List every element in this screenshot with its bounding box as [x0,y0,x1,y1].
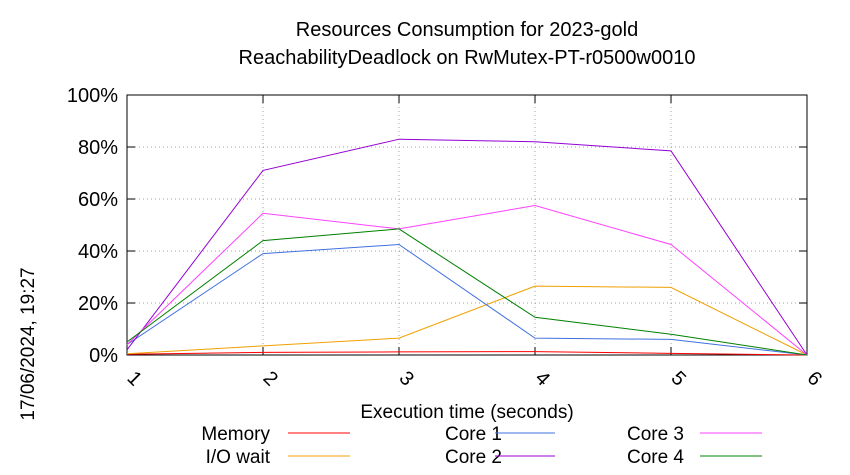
series-line-core-2 [126,138,808,356]
plot-frame [126,94,808,356]
grid-lines [127,95,807,355]
x-tick-label: 6 [803,367,826,390]
x-axis-ticks: 1 2 3 4 5 6 [123,95,826,390]
legend-label-core-4: Core 4 [627,447,684,468]
y-tick-label: 40% [78,241,118,263]
y-tick-label: 20% [78,293,118,315]
y-tick-label: 0% [89,345,118,367]
x-tick-label: 4 [531,367,554,390]
x-tick-label: 2 [259,367,282,390]
y-axis-ticks: 0% 20% 40% 60% 80% 100% [67,85,807,367]
x-tick-label: 3 [395,367,418,390]
legend-label-memory: Memory [201,424,270,445]
x-tick-label: 1 [123,367,146,390]
chart-title-line-2: ReachabilityDeadlock on RwMutex-PT-r0500… [239,47,696,69]
series-line-core-4 [126,228,808,356]
series-line-i-o-wait [126,285,808,356]
legend-label-i-o-wait: I/O wait [206,447,271,468]
series-line-memory [126,351,808,356]
y-tick-label: 100% [67,85,118,107]
y-tick-label: 80% [78,137,118,159]
series-line-core-3 [126,204,808,356]
x-tick-label: 5 [667,367,690,390]
y-tick-label: 60% [78,189,118,211]
legend-label-core-3: Core 3 [627,424,684,445]
chart-title-line-1: Resources Consumption for 2023-gold [296,19,638,41]
series-line-core-1 [126,243,808,356]
legend-label-core-2: Core 2 [445,447,502,468]
x-axis-label: Execution time (seconds) [360,402,573,423]
series-lines [126,138,808,356]
chart-title: Resources Consumption for 2023-gold Reac… [239,19,696,69]
timestamp-label: 17/06/2024, 19:27 [18,267,39,420]
legend-label-core-1: Core 1 [445,424,502,445]
